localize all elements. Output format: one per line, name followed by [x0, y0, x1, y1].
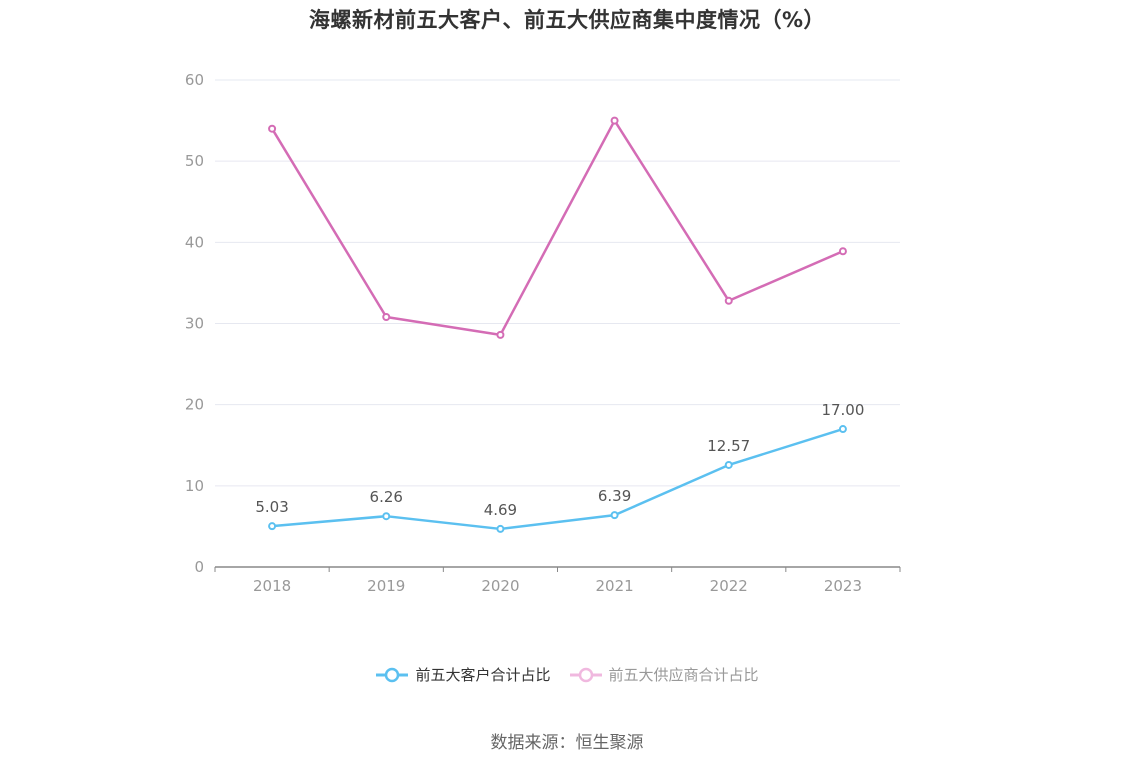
legend-item-customers[interactable]: 前五大客户合计占比: [375, 664, 551, 685]
legend-swatch-customers-icon: [376, 667, 409, 682]
y-tick-label: 20: [185, 396, 204, 414]
y-axis: 0 10 20 30 40 50 60: [185, 71, 204, 576]
data-label: 5.03: [255, 498, 288, 516]
data-point[interactable]: [724, 460, 733, 469]
y-tick-label: 60: [185, 71, 204, 89]
y-tick-label: 0: [194, 558, 204, 576]
data-point[interactable]: [496, 524, 505, 533]
data-point[interactable]: [382, 512, 391, 521]
data-source: 数据来源：恒生聚源: [490, 733, 644, 753]
data-point[interactable]: [496, 330, 505, 339]
x-tick-label: 2020: [481, 577, 519, 595]
data-point[interactable]: [610, 511, 619, 520]
data-point[interactable]: [610, 116, 619, 125]
data-label: 17.00: [821, 401, 864, 419]
data-point[interactable]: [268, 124, 277, 133]
data-point[interactable]: [838, 247, 847, 256]
data-label: 4.69: [484, 501, 517, 519]
y-tick-label: 50: [185, 152, 204, 170]
y-tick-label: 30: [185, 315, 204, 333]
legend-label-suppliers: 前五大供应商合计占比: [608, 666, 759, 684]
data-label: 6.39: [598, 487, 631, 505]
x-tick-label: 2019: [367, 577, 405, 595]
grid-lines: [215, 79, 900, 487]
legend-label-customers: 前五大客户合计占比: [415, 666, 551, 684]
y-tick-label: 10: [185, 477, 204, 495]
data-point[interactable]: [838, 425, 847, 434]
data-label: 6.26: [370, 488, 403, 506]
legend-swatch-suppliers-icon: [569, 667, 602, 682]
y-tick-label: 40: [185, 233, 204, 251]
data-label: 12.57: [707, 437, 750, 455]
chart-title: 海螺新材前五大客户、前五大供应商集中度情况（%）: [308, 8, 826, 32]
series-line: [271, 427, 844, 531]
legend: 前五大客户合计占比 前五大供应商合计占比: [0, 664, 1134, 685]
x-axis: 2018 2019 2020 2021 2022 2023: [214, 566, 901, 595]
series-lines: [268, 116, 847, 533]
x-tick-label: 2018: [253, 577, 291, 595]
data-point[interactable]: [268, 522, 277, 531]
x-tick-label: 2021: [595, 577, 633, 595]
data-point[interactable]: [724, 296, 733, 305]
series-line: [271, 119, 844, 337]
x-tick-label: 2023: [824, 577, 862, 595]
data-labels: 5.03 6.26 4.69 6.39 12.57 17.00: [255, 401, 864, 519]
legend-item-suppliers[interactable]: 前五大供应商合计占比: [569, 664, 759, 685]
data-point[interactable]: [382, 313, 391, 322]
x-tick-label: 2022: [710, 577, 748, 595]
